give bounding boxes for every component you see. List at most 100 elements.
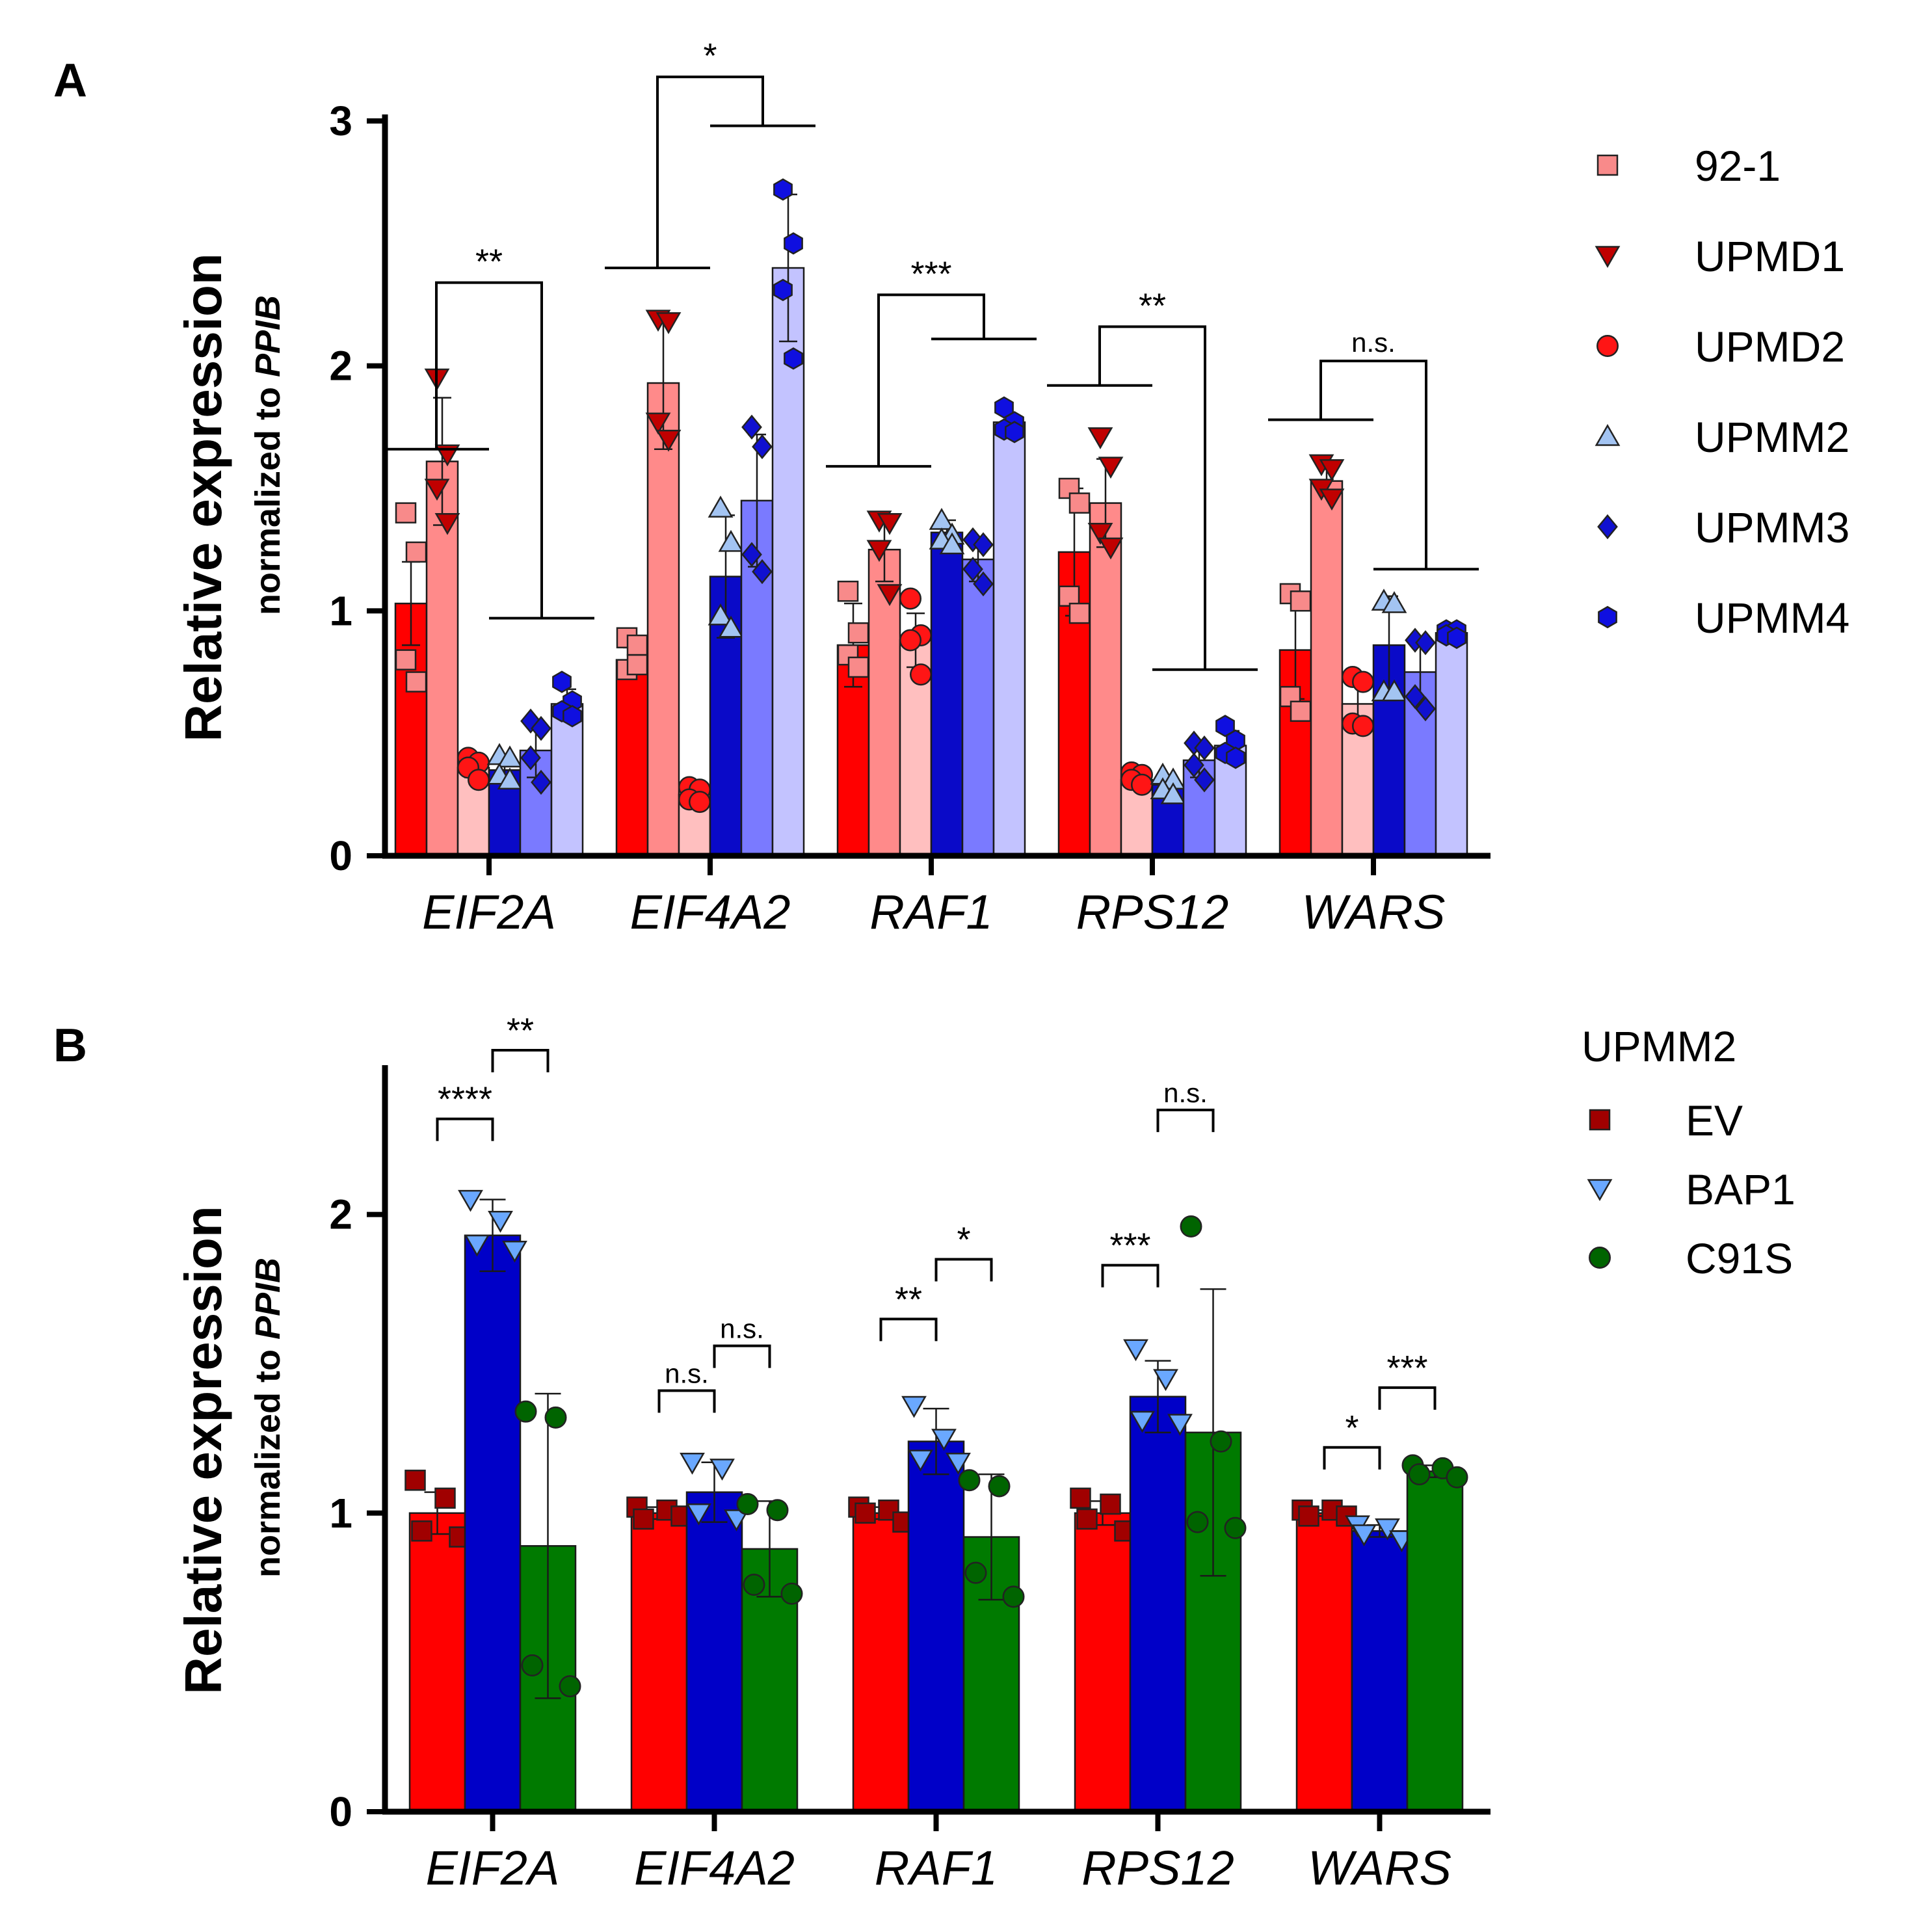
data-point-wars-upmm2 xyxy=(1381,591,1407,613)
data-point-eif4a2-upmm4 xyxy=(784,232,803,255)
bar-eif4a2-92-1 xyxy=(615,659,649,857)
x-tick-label-eif2a: EIF2A xyxy=(422,885,556,939)
legend-label-92-1: 92-1 xyxy=(1695,142,1781,190)
data-point-rps12-c91s xyxy=(1224,1516,1247,1539)
x-tick-label-eif2a: EIF2A xyxy=(426,1841,560,1895)
x-tick-label-rps12: RPS12 xyxy=(1081,1841,1234,1895)
bar-raf1-upmm3 xyxy=(961,558,995,857)
data-point-eif4a2-upmm3 xyxy=(752,559,773,585)
data-point-eif2a-upmm3 xyxy=(531,715,551,741)
legend-label-upmd1: UPMD1 xyxy=(1695,232,1845,280)
bracket-line xyxy=(436,1117,494,1141)
data-point-eif2a-ev xyxy=(434,1487,456,1509)
data-point-rps12-c91s xyxy=(1180,1215,1202,1237)
data-point-raf1-upmm2 xyxy=(939,532,965,555)
data-point-eif4a2-bap1 xyxy=(686,1503,711,1526)
bar-eif4a2-upmd1 xyxy=(646,382,680,857)
data-point-wars-ev xyxy=(1298,1505,1319,1527)
panel-b: B Relative expression normalized to PPIB… xyxy=(53,1011,1795,1895)
data-point-rps12-upmm4 xyxy=(1215,715,1235,737)
data-point-rps12-bap1 xyxy=(1153,1369,1178,1392)
bar-eif2a-upmm4 xyxy=(550,703,584,857)
data-point-wars-upmd2 xyxy=(1352,670,1374,693)
data-point-raf1-upmm3 xyxy=(973,532,994,557)
comparison-bracket-eif4a2: n.s. xyxy=(713,1314,771,1368)
data-point-raf1-upmd2 xyxy=(899,629,921,652)
data-point-raf1-c91s xyxy=(964,1561,987,1584)
bracket-line xyxy=(879,1317,938,1342)
bar-wars-c91s xyxy=(1406,1470,1464,1813)
panel-b-legend: UPMM2 EV BAP1 C91S xyxy=(1582,1022,1795,1282)
legend-marker-c91s xyxy=(1589,1247,1611,1269)
data-point-raf1-upmd1 xyxy=(866,540,892,562)
legend-marker-upmm2 xyxy=(1595,423,1621,446)
legend-item-upmm2: UPMM2 xyxy=(1595,413,1849,461)
comparison-bracket-raf1: *** xyxy=(826,254,1037,468)
bracket-line xyxy=(657,1389,716,1413)
data-point-eif4a2-c91s xyxy=(766,1499,789,1522)
bar-eif2a-ev xyxy=(408,1512,466,1813)
panel-a-legend: 92-1 UPMD1 UPMD2 UPMM2 UPMM3 UPMM4 xyxy=(1595,142,1849,642)
data-point-raf1-bap1 xyxy=(901,1396,927,1418)
data-point-eif4a2-bap1 xyxy=(709,1459,735,1481)
bracket-line xyxy=(713,1344,771,1368)
data-point-raf1-92-1 xyxy=(847,656,869,678)
comparison-bracket-eif2a: **** xyxy=(436,1080,494,1141)
data-point-eif2a-upmm4 xyxy=(563,705,582,728)
comparison-bracket-eif4a2: * xyxy=(605,36,815,269)
data-point-raf1-bap1 xyxy=(946,1452,971,1475)
legend-label-upmm3: UPMM3 xyxy=(1695,503,1849,551)
data-point-eif2a-upmd2 xyxy=(468,769,490,791)
data-point-rps12-bap1 xyxy=(1123,1339,1148,1362)
panel-a: A Relative expression normalized to PPIB… xyxy=(53,36,1849,939)
panel-a-letter: A xyxy=(53,55,87,107)
data-point-rps12-upmd1 xyxy=(1098,537,1124,560)
bracket-line xyxy=(1378,1386,1437,1410)
legend-item-upmm3: UPMM3 xyxy=(1597,503,1849,551)
error-bar-raf1-bap1 xyxy=(923,1407,949,1475)
legend-label-c91s: C91S xyxy=(1686,1234,1793,1282)
legend-item-c91s: C91S xyxy=(1589,1234,1793,1282)
data-point-eif2a-upmm2 xyxy=(497,745,523,768)
significance-label: ** xyxy=(475,243,503,282)
data-point-wars-upmd1 xyxy=(1319,459,1345,481)
data-point-wars-upmd2 xyxy=(1352,715,1374,737)
bar-eif4a2-ev xyxy=(630,1512,688,1813)
data-point-eif2a-upmm2 xyxy=(497,767,523,789)
data-point-raf1-c91s xyxy=(958,1469,981,1492)
significance-label: ** xyxy=(507,1011,534,1050)
data-point-rps12-upmm4 xyxy=(1226,747,1245,769)
x-tick-label-raf1: RAF1 xyxy=(875,1841,998,1895)
y-tick-label: 0 xyxy=(329,1788,352,1835)
data-point-rps12-upmm3 xyxy=(1184,752,1204,778)
data-point-eif4a2-upmm2 xyxy=(708,496,734,518)
legend-marker-upmm3 xyxy=(1597,514,1618,540)
data-point-rps12-upmm3 xyxy=(1194,735,1215,761)
x-tick-label-eif4a2: EIF4A2 xyxy=(634,1841,795,1895)
data-point-rps12-bap1 xyxy=(1167,1414,1193,1436)
comparison-bracket-raf1: * xyxy=(934,1220,993,1282)
data-point-eif4a2-upmm3 xyxy=(752,434,773,460)
data-point-wars-upmm3 xyxy=(1415,630,1436,655)
panel-b-ylabel-sub-italic: PPIB xyxy=(248,1258,287,1340)
panel-a-ylabel-sub: normalized to PPIB xyxy=(248,295,287,615)
data-point-eif4a2-bap1 xyxy=(680,1452,705,1475)
significance-label: * xyxy=(1345,1409,1358,1448)
data-point-eif2a-92-1 xyxy=(405,541,427,563)
data-point-raf1-92-1 xyxy=(837,580,859,602)
legend-marker-upmd2 xyxy=(1596,335,1619,357)
bar-wars-bap1 xyxy=(1351,1530,1409,1813)
data-point-rps12-upmd1 xyxy=(1087,523,1113,545)
data-point-eif2a-bap1 xyxy=(488,1211,513,1233)
data-point-eif4a2-upmm4 xyxy=(773,178,793,201)
data-point-raf1-bap1 xyxy=(908,1449,933,1472)
legend-item-upmm4: UPMM4 xyxy=(1598,594,1849,642)
data-point-rps12-92-1 xyxy=(1068,602,1091,624)
data-point-raf1-upmm4 xyxy=(1005,421,1024,443)
legend-item-upmd1: UPMD1 xyxy=(1595,232,1845,280)
legend-item-bap1: BAP1 xyxy=(1587,1165,1795,1213)
data-point-raf1-upmd1 xyxy=(877,584,903,606)
legend-item-92-1: 92-1 xyxy=(1596,142,1781,190)
data-point-eif2a-92-1 xyxy=(405,671,427,693)
y-tick-label: 3 xyxy=(329,98,352,144)
